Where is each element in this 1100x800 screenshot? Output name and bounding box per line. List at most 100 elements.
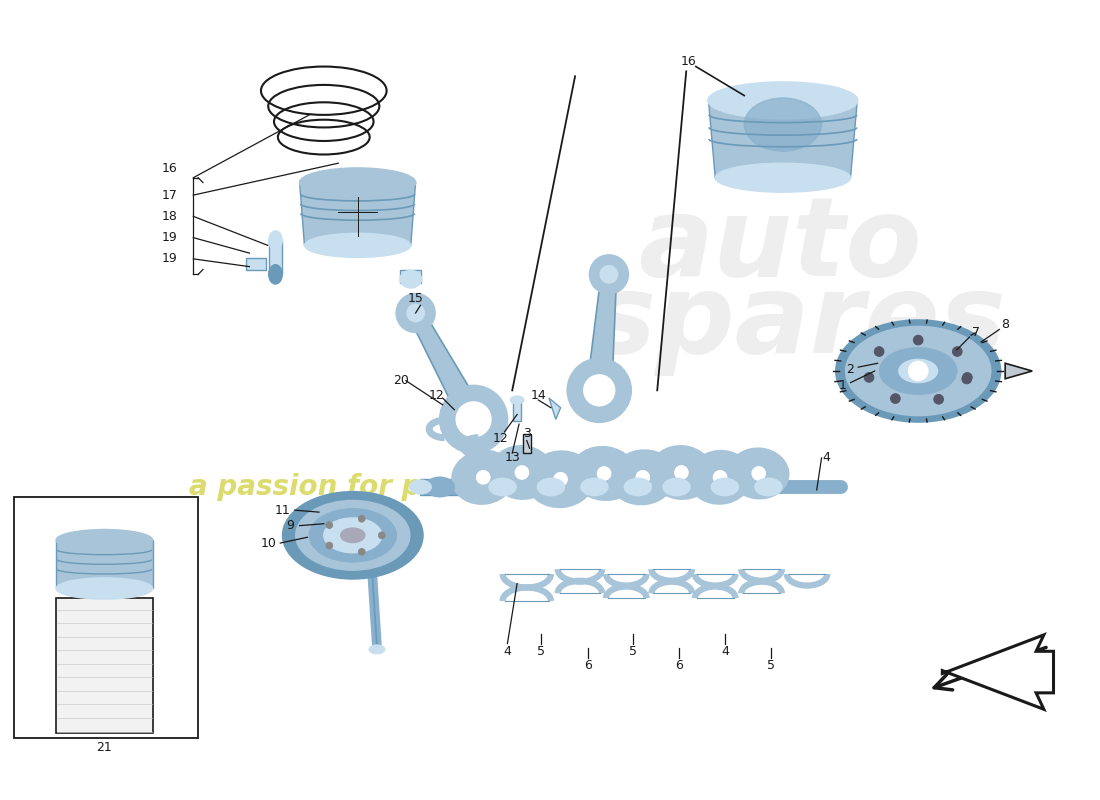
Circle shape — [326, 542, 332, 549]
Text: 19: 19 — [162, 252, 177, 266]
Text: 17: 17 — [162, 189, 177, 202]
Polygon shape — [943, 635, 1054, 710]
Circle shape — [865, 373, 873, 382]
Text: 12: 12 — [429, 389, 444, 402]
FancyBboxPatch shape — [514, 400, 521, 422]
Circle shape — [326, 522, 332, 529]
Circle shape — [515, 466, 529, 479]
Circle shape — [891, 394, 900, 403]
Ellipse shape — [538, 478, 564, 496]
Polygon shape — [708, 100, 857, 178]
Ellipse shape — [581, 478, 608, 496]
Text: 6: 6 — [584, 659, 592, 672]
FancyBboxPatch shape — [56, 598, 153, 734]
Circle shape — [874, 346, 884, 356]
Text: a passion for parts since 1985: a passion for parts since 1985 — [189, 473, 661, 501]
Circle shape — [553, 473, 568, 486]
Ellipse shape — [510, 396, 524, 404]
Circle shape — [440, 386, 507, 453]
Text: 4: 4 — [504, 645, 512, 658]
Text: 13: 13 — [505, 451, 520, 465]
Ellipse shape — [708, 82, 858, 118]
FancyBboxPatch shape — [420, 479, 459, 494]
Circle shape — [674, 466, 689, 479]
Ellipse shape — [755, 478, 782, 496]
Circle shape — [752, 466, 766, 480]
Ellipse shape — [836, 320, 1000, 422]
Polygon shape — [586, 274, 617, 391]
Text: 3: 3 — [522, 427, 530, 440]
Circle shape — [378, 532, 385, 538]
Ellipse shape — [491, 446, 553, 499]
Ellipse shape — [712, 478, 738, 496]
Circle shape — [962, 373, 972, 382]
Text: 8: 8 — [1001, 318, 1009, 331]
Ellipse shape — [571, 446, 637, 500]
Text: 12: 12 — [493, 432, 508, 445]
Text: spares: spares — [590, 269, 1006, 376]
Ellipse shape — [309, 509, 396, 562]
Ellipse shape — [400, 270, 421, 288]
Text: 7: 7 — [972, 326, 980, 339]
Circle shape — [584, 375, 615, 406]
Circle shape — [476, 470, 490, 484]
Ellipse shape — [729, 448, 789, 498]
Text: 16: 16 — [680, 55, 696, 68]
Ellipse shape — [625, 478, 651, 496]
Ellipse shape — [268, 265, 283, 284]
Ellipse shape — [268, 231, 283, 250]
Ellipse shape — [846, 326, 991, 415]
FancyBboxPatch shape — [400, 270, 421, 283]
Ellipse shape — [305, 234, 410, 258]
Text: auto: auto — [638, 192, 922, 299]
Text: 14: 14 — [530, 389, 547, 402]
Ellipse shape — [689, 450, 751, 504]
Text: 18: 18 — [162, 210, 177, 223]
Ellipse shape — [56, 530, 153, 550]
Text: 10: 10 — [261, 537, 276, 550]
Circle shape — [636, 470, 649, 484]
Circle shape — [568, 358, 631, 422]
Ellipse shape — [341, 528, 365, 542]
Polygon shape — [299, 182, 416, 246]
Circle shape — [601, 266, 617, 283]
Ellipse shape — [299, 168, 416, 197]
Ellipse shape — [426, 478, 454, 497]
Text: 4: 4 — [823, 451, 830, 465]
Ellipse shape — [370, 645, 385, 654]
Ellipse shape — [452, 450, 515, 504]
Circle shape — [713, 470, 727, 484]
Text: 2: 2 — [847, 362, 855, 375]
Circle shape — [359, 549, 365, 555]
Ellipse shape — [880, 348, 957, 394]
Circle shape — [913, 335, 923, 345]
Polygon shape — [549, 398, 561, 419]
Ellipse shape — [283, 492, 422, 579]
Text: 5: 5 — [537, 645, 546, 658]
Ellipse shape — [56, 578, 153, 599]
Text: 21: 21 — [97, 742, 112, 754]
FancyBboxPatch shape — [246, 258, 266, 270]
Circle shape — [934, 394, 944, 404]
FancyBboxPatch shape — [56, 540, 153, 589]
Circle shape — [953, 346, 962, 356]
Ellipse shape — [490, 478, 516, 496]
Circle shape — [909, 362, 928, 381]
Circle shape — [396, 294, 435, 332]
Polygon shape — [409, 310, 485, 426]
Text: 4: 4 — [720, 645, 729, 658]
Text: 6: 6 — [675, 659, 683, 672]
Circle shape — [597, 466, 611, 480]
Text: 19: 19 — [162, 231, 177, 244]
Text: 5: 5 — [768, 659, 776, 672]
Ellipse shape — [715, 163, 850, 192]
FancyBboxPatch shape — [268, 241, 283, 274]
FancyBboxPatch shape — [14, 497, 198, 738]
Text: 9: 9 — [286, 519, 294, 532]
Ellipse shape — [650, 446, 713, 499]
Ellipse shape — [296, 501, 410, 570]
Ellipse shape — [899, 359, 937, 382]
Ellipse shape — [610, 450, 675, 505]
Text: 1: 1 — [839, 379, 847, 392]
Circle shape — [590, 255, 628, 294]
